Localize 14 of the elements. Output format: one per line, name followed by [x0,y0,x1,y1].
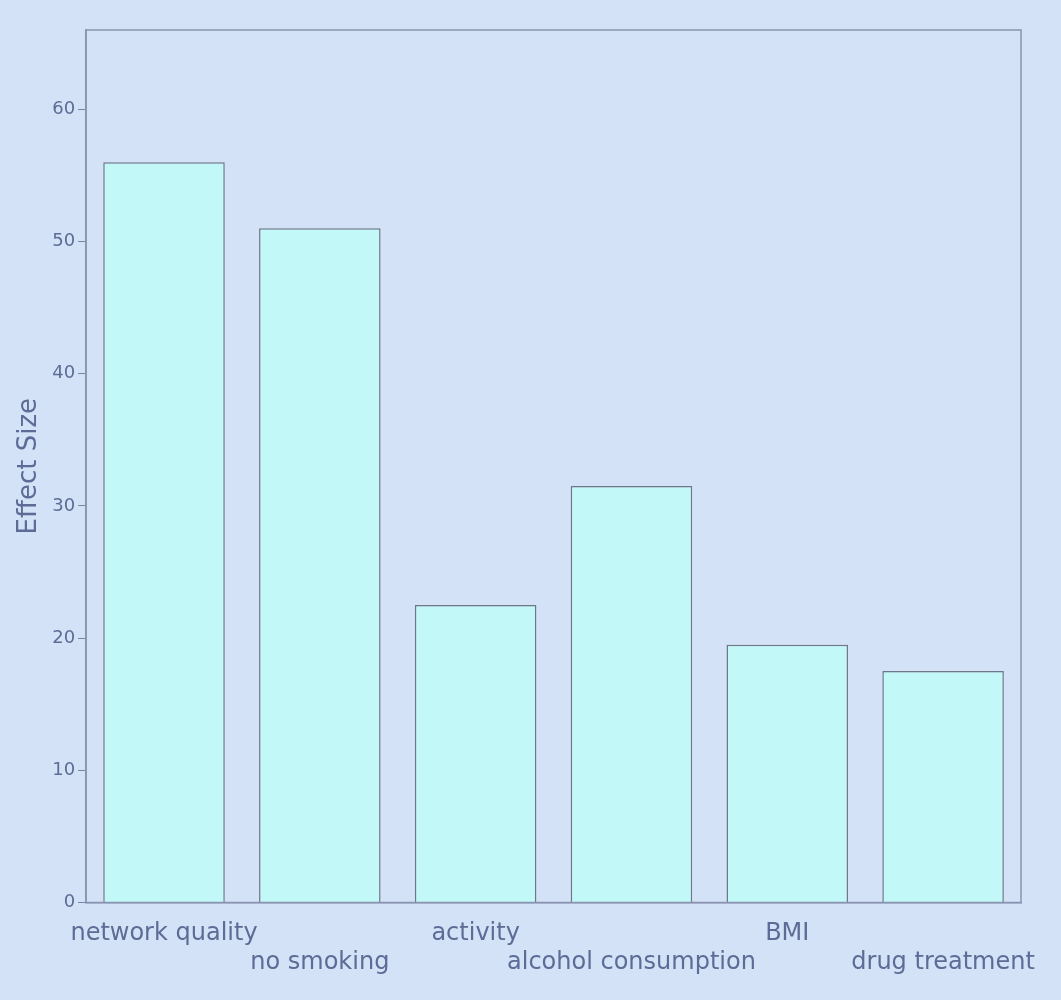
y-tick-label: 40 [52,361,76,383]
x-tick-label: activity [431,918,520,947]
y-tick-label: 60 [52,96,76,118]
x-tick-label: network quality [70,918,258,947]
y-tick-label: 0 [63,890,76,912]
y-tick-label: 50 [52,229,76,251]
x-tick-label: BMI [765,918,810,947]
y-axis-title: Effect Size [12,397,43,535]
y-tick-label: 20 [52,625,76,647]
y-tick-label: 30 [52,493,76,515]
x-tick-label: no smoking [250,946,390,975]
x-tick-label: alcohol consumption [507,946,756,975]
y-tick-label: 10 [52,757,76,779]
x-tick-label: drug treatment [851,946,1035,975]
